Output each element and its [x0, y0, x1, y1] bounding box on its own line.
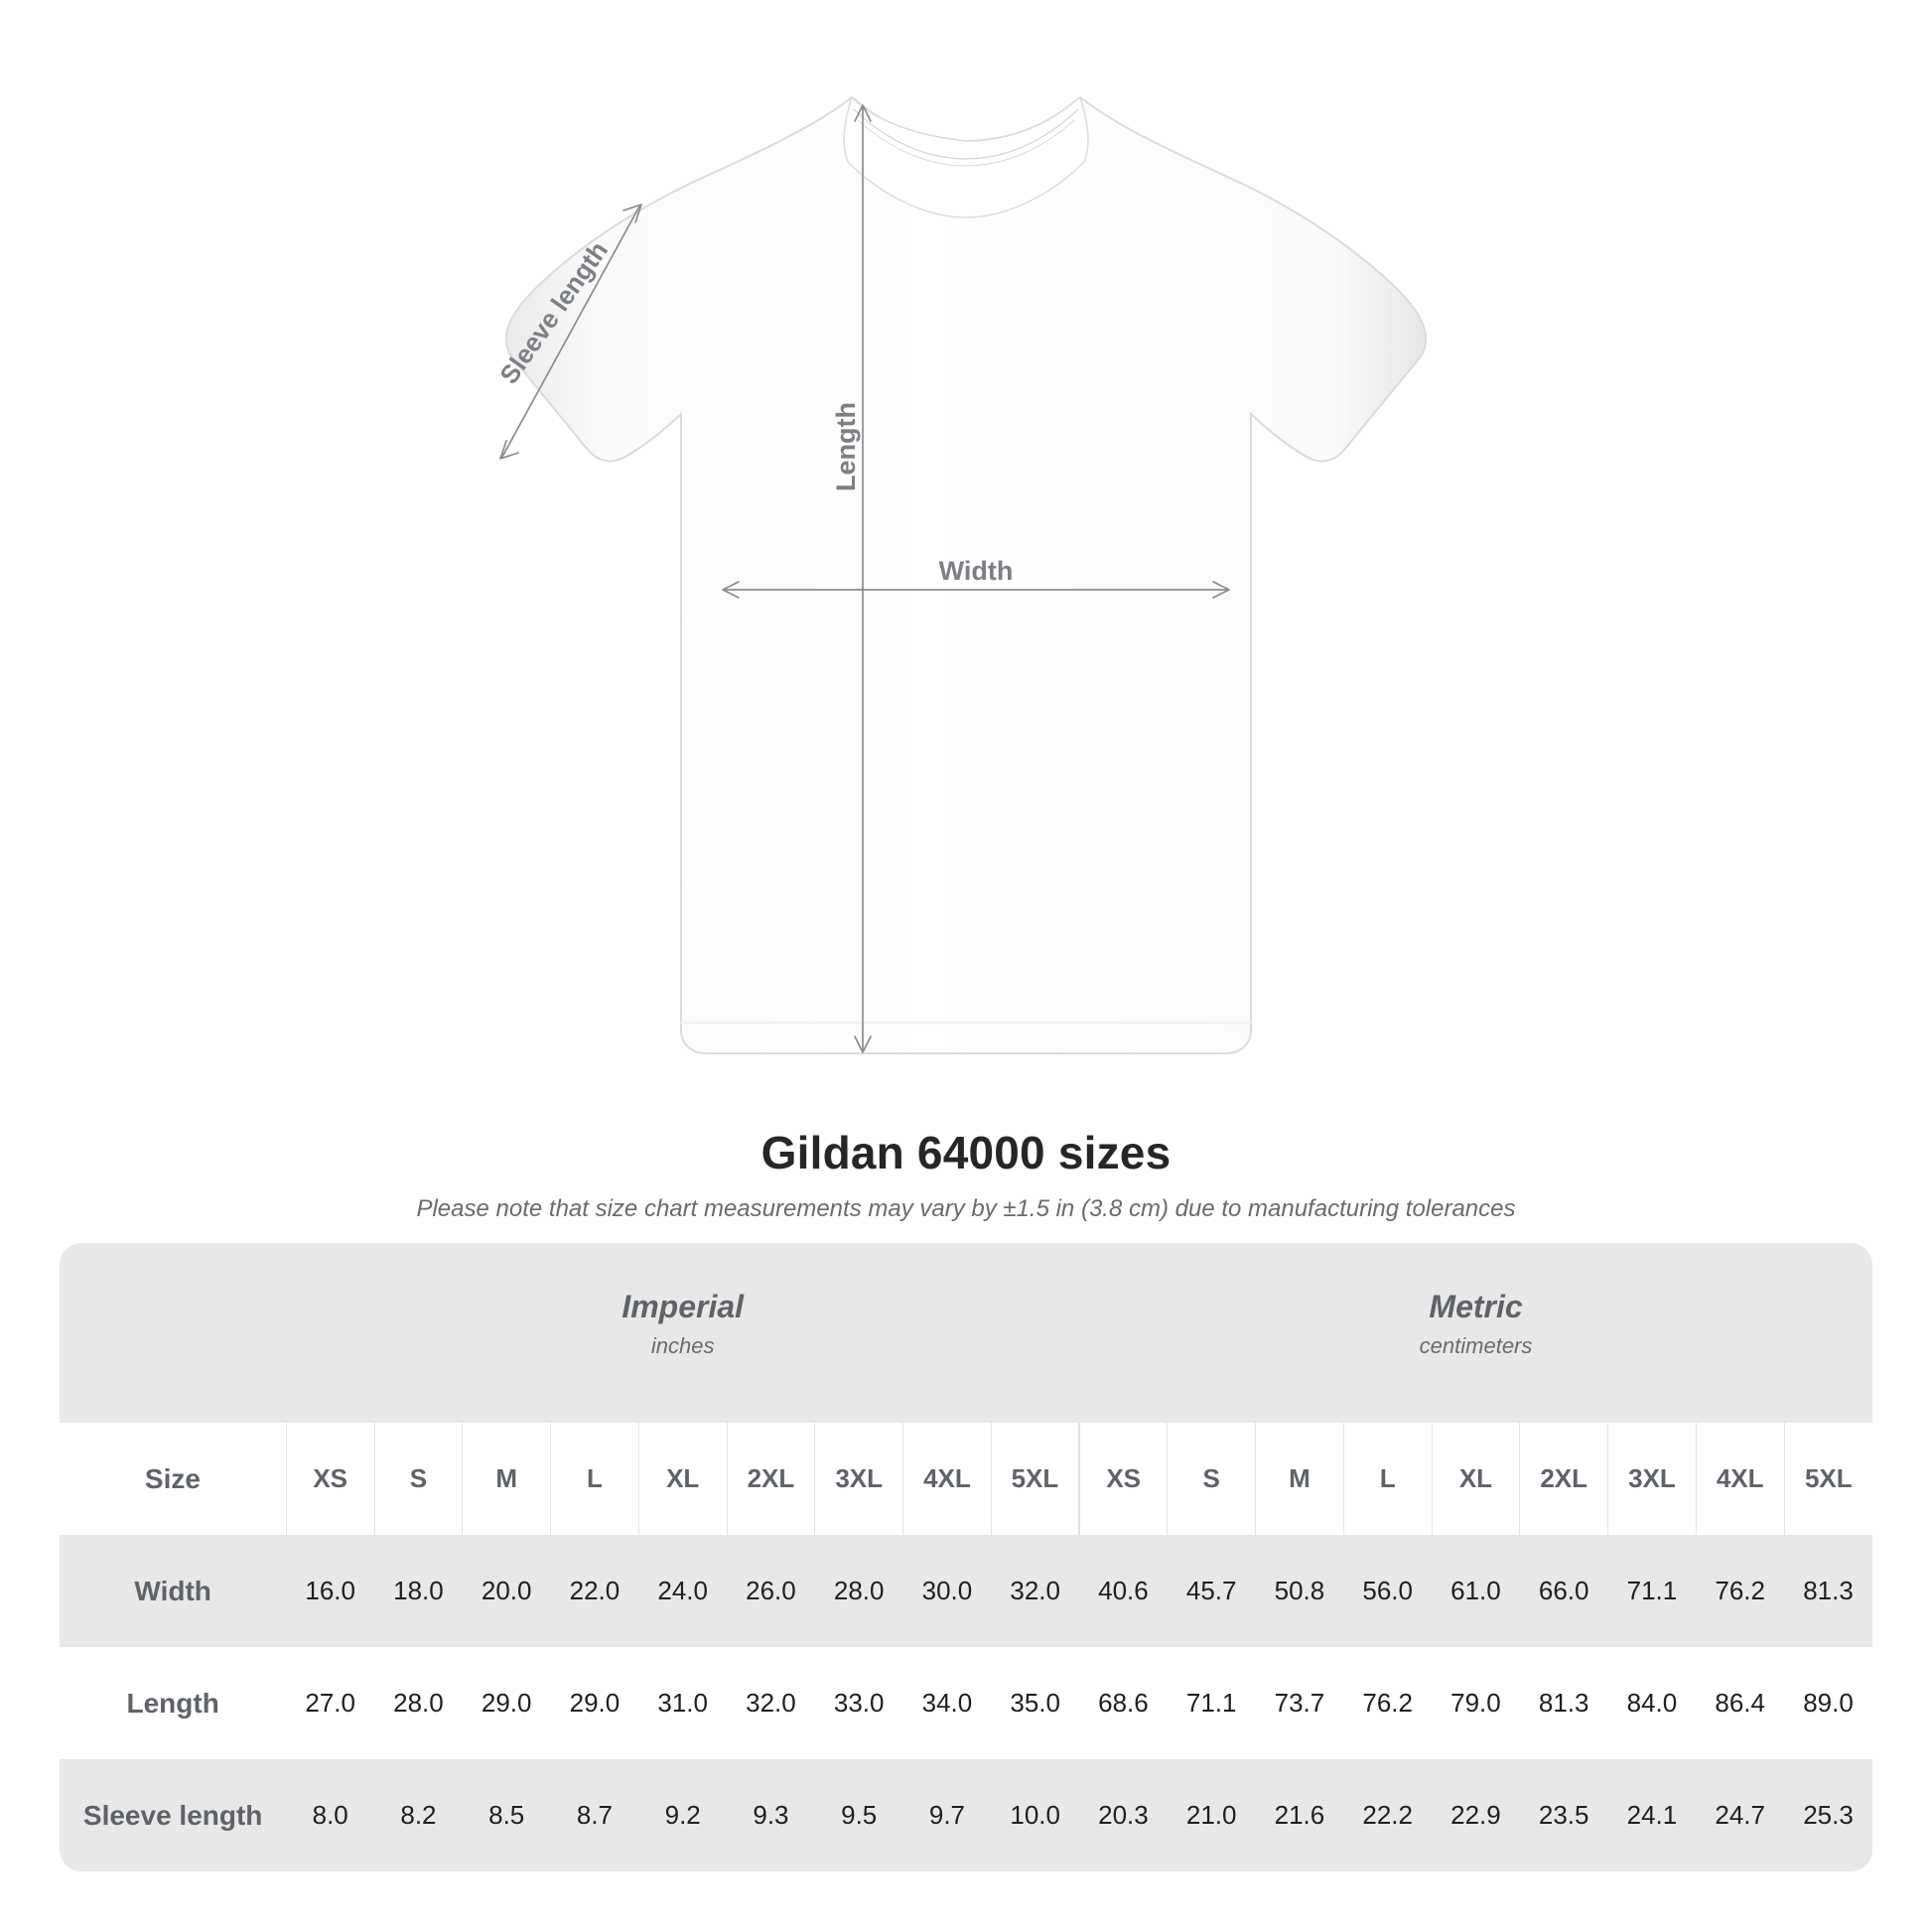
svg-text:Length: Length: [831, 402, 861, 491]
svg-text:Width: Width: [939, 556, 1014, 586]
